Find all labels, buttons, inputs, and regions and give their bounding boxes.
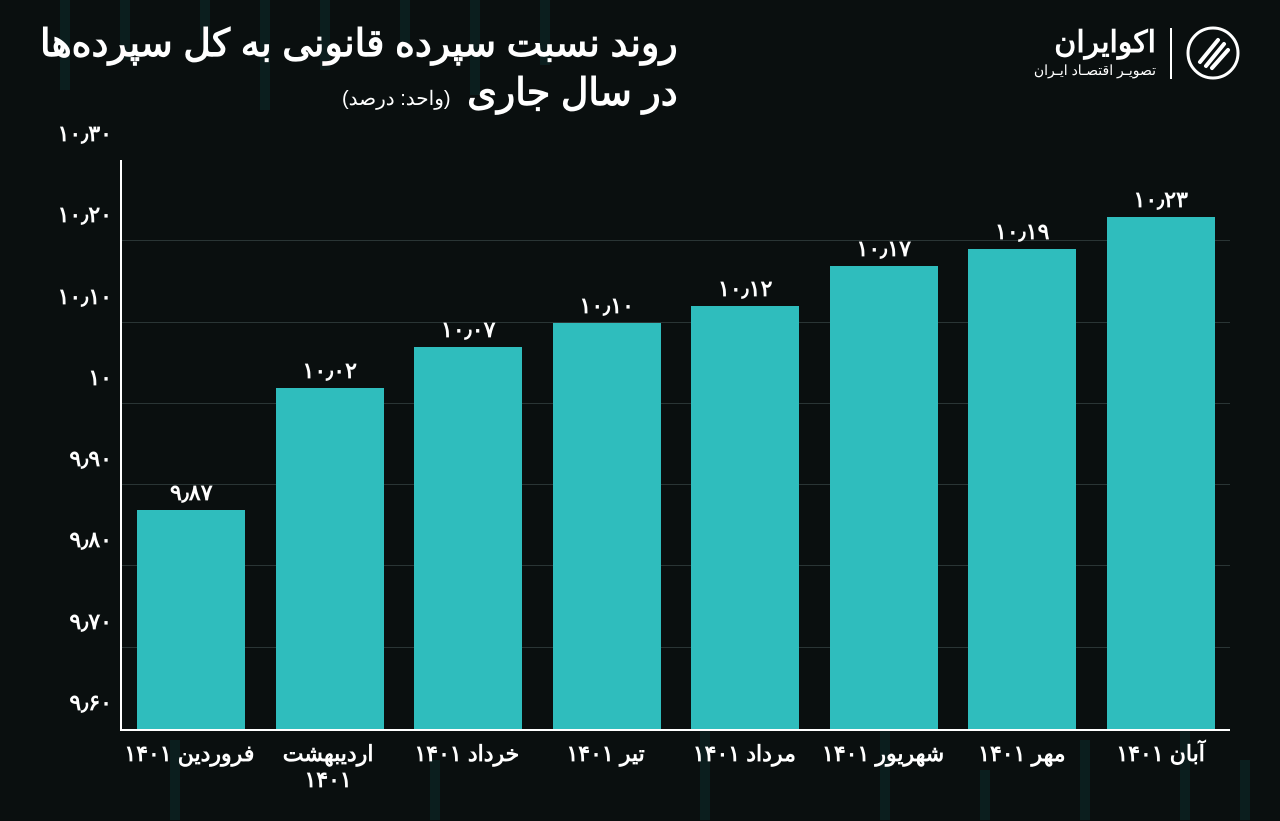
chart-area: ۹٫۸۷۱۰٫۰۲۱۰٫۰۷۱۰٫۱۰۱۰٫۱۲۱۰٫۱۷۱۰٫۱۹۱۰٫۲۳ … <box>50 160 1240 781</box>
bar-slot: ۱۰٫۲۳ <box>1092 160 1231 729</box>
y-axis-tick-label: ۱۰٫۲۰ <box>52 202 112 228</box>
y-axis-tick-label: ۱۰٫۱۰ <box>52 284 112 310</box>
bar-value-label: ۹٫۸۷ <box>170 480 213 506</box>
chart-bar: ۱۰٫۰۲ <box>276 388 384 729</box>
chart-bar: ۱۰٫۱۲ <box>691 306 799 729</box>
chart-bar: ۱۰٫۰۷ <box>414 347 522 729</box>
chart-bar: ۱۰٫۲۳ <box>1107 217 1215 729</box>
bar-slot: ۱۰٫۱۷ <box>815 160 954 729</box>
chart-title-line1: روند نسبت سپرده قانونی به کل سپرده‌ها <box>40 20 678 69</box>
x-axis-category-label: اردیبهشت ۱۴۰۱ <box>259 733 398 781</box>
y-axis-tick-label: ۹٫۹۰ <box>52 446 112 472</box>
chart-title-block: روند نسبت سپرده قانونی به کل سپرده‌ها در… <box>40 20 678 119</box>
brand-name: اکوایران <box>1034 28 1156 58</box>
chart-unit: (واحد: درصد) <box>342 88 451 110</box>
chart-bar: ۱۰٫۱۰ <box>553 323 661 729</box>
x-axis-category-label: شهریور ۱۴۰۱ <box>814 733 953 781</box>
x-axis-category-label: مرداد ۱۴۰۱ <box>675 733 814 781</box>
bar-value-label: ۱۰٫۰۷ <box>441 317 495 343</box>
chart-bar: ۱۰٫۱۷ <box>830 266 938 729</box>
y-axis-tick-label: ۹٫۶۰ <box>52 690 112 716</box>
x-axis-category-label: فروردین ۱۴۰۱ <box>120 733 259 781</box>
bar-value-label: ۱۰٫۲۳ <box>1134 187 1188 213</box>
bar-slot: ۱۰٫۱۰ <box>538 160 677 729</box>
bar-value-label: ۱۰٫۰۲ <box>303 358 357 384</box>
bar-value-label: ۱۰٫۱۰ <box>580 293 634 319</box>
brand-tagline: تصویـر اقتصـاد ایـران <box>1034 62 1156 79</box>
bar-value-label: ۱۰٫۱۲ <box>718 276 772 302</box>
y-axis-tick-label: ۹٫۷۰ <box>52 609 112 635</box>
chart-title-line2: در سال جاری <box>467 72 678 114</box>
bar-slot: ۹٫۸۷ <box>122 160 261 729</box>
bar-slot: ۱۰٫۱۹ <box>953 160 1092 729</box>
y-axis-tick-label: ۱۰٫۳۰ <box>52 121 112 147</box>
bar-slot: ۱۰٫۱۲ <box>676 160 815 729</box>
x-axis-category-label: مهر ۱۴۰۱ <box>953 733 1092 781</box>
bar-value-label: ۱۰٫۱۹ <box>995 219 1049 245</box>
header: اکوایران تصویـر اقتصـاد ایـران روند نسبت… <box>40 20 1240 119</box>
brand-logo-block: اکوایران تصویـر اقتصـاد ایـران <box>1034 26 1240 80</box>
y-axis-tick-label: ۱۰ <box>52 365 112 391</box>
chart-plot: ۹٫۸۷۱۰٫۰۲۱۰٫۰۷۱۰٫۱۰۱۰٫۱۲۱۰٫۱۷۱۰٫۱۹۱۰٫۲۳ … <box>120 160 1230 731</box>
chart-bar: ۹٫۸۷ <box>137 510 245 729</box>
chart-bar: ۱۰٫۱۹ <box>968 249 1076 729</box>
bar-value-label: ۱۰٫۱۷ <box>857 236 911 262</box>
x-axis-category-label: تیر ۱۴۰۱ <box>536 733 675 781</box>
y-axis-tick-label: ۹٫۸۰ <box>52 527 112 553</box>
bar-slot: ۱۰٫۰۲ <box>261 160 400 729</box>
x-axis-category-label: خرداد ۱۴۰۱ <box>398 733 537 781</box>
bar-slot: ۱۰٫۰۷ <box>399 160 538 729</box>
x-axis-category-label: آبان ۱۴۰۱ <box>1091 733 1230 781</box>
brand-logo-icon <box>1186 26 1240 80</box>
